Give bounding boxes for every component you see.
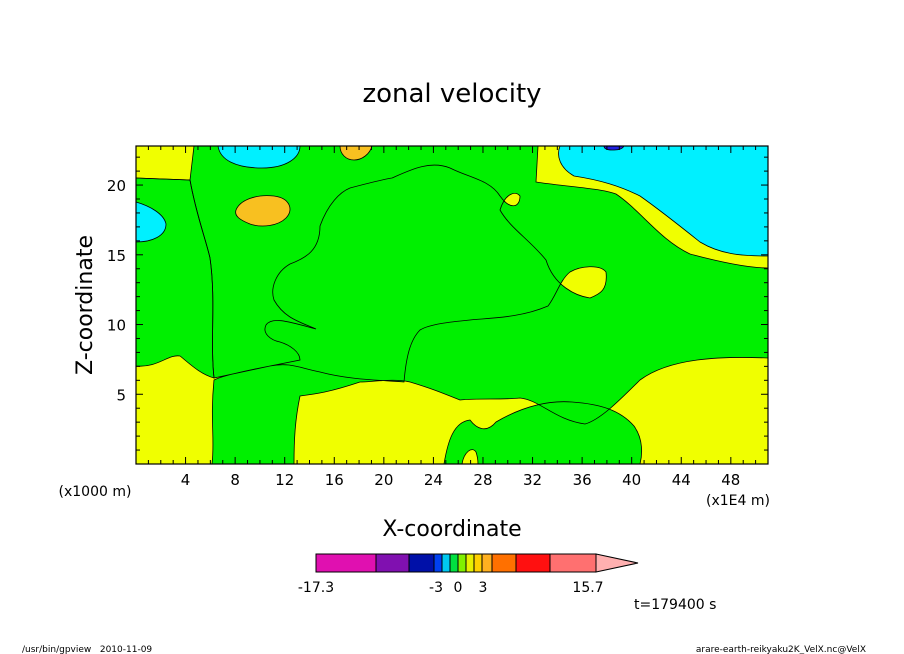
green-region-bottom [444, 401, 642, 464]
cyan-region-left [136, 202, 166, 242]
x-tick-label: 4 [181, 471, 191, 489]
yellow-bubble-bottom-outline [461, 449, 479, 465]
green-region-bottom-outline [443, 401, 643, 465]
x-scale-label: (x1E4 m) [706, 493, 770, 509]
colorbar-band [473, 553, 483, 573]
footer-left: /usr/bin/gpview 2010-11-09 [22, 645, 152, 654]
orange-blob-left-outline [235, 195, 291, 227]
yellow-bubble-bottom [462, 449, 478, 464]
time-label: t=179400 s [634, 597, 716, 613]
x-axis-label: X-coordinate [382, 517, 521, 542]
colorbar-band [465, 553, 475, 573]
contour-regions [136, 146, 768, 464]
x-tick-label: 24 [424, 471, 443, 489]
colorbar-band [481, 553, 493, 573]
colorbar-band [549, 553, 597, 573]
blue-blob-top-outline [603, 145, 625, 151]
contour-field [135, 145, 769, 465]
cyan-region-top-outline [217, 145, 301, 169]
colorbar-band [375, 553, 410, 573]
colorbar-band [491, 553, 517, 573]
colorbar [315, 553, 639, 573]
x-tick-label: 16 [325, 471, 344, 489]
y-tick-label: 10 [107, 317, 126, 335]
colorbar-band [441, 553, 451, 573]
x-tick-label: 40 [622, 471, 641, 489]
colorbar-band [515, 553, 551, 573]
x-tick-label: 36 [573, 471, 592, 489]
y-tick-label: 5 [116, 386, 126, 404]
colorbar-band [457, 553, 467, 573]
x-tick-label: 32 [523, 471, 542, 489]
x-tick-label: 28 [473, 471, 492, 489]
cyan-region-top-right-outline [558, 145, 769, 257]
y-tick-label: 15 [107, 247, 126, 265]
colorbar-label-max: 15.7 [572, 580, 603, 596]
x-tick-label: 48 [721, 471, 740, 489]
contour-lines [135, 145, 769, 465]
colorbar-band [408, 553, 435, 573]
colorbar-label-min: -17.3 [298, 580, 334, 596]
x-tick-label: 20 [374, 471, 393, 489]
y-tick-label: 20 [107, 177, 126, 195]
orange-blob-left [235, 195, 290, 226]
chart-title: zonal velocity [362, 79, 541, 109]
green-region-left-column [136, 146, 768, 464]
x-tick-label: 44 [672, 471, 691, 489]
green-region-left-edge-outline [135, 177, 215, 379]
x-axis: 4 8 12 16 20 24 28 32 36 40 44 48 [147, 146, 769, 489]
cyan-region-left-outline [135, 201, 167, 243]
plot-frame [135, 145, 769, 465]
orange-blob-top-outline [339, 145, 373, 161]
y-scale-label: (x1000 m) [59, 484, 132, 500]
colorbar-band [433, 553, 443, 573]
cyan-region-top [218, 146, 300, 168]
colorbar-label-pos3: 3 [479, 580, 488, 596]
y-axis-label: Z-coordinate [73, 235, 98, 375]
colorbar-arrow [595, 553, 639, 573]
footer-right: arare-earth-reikyaku2K_VelX.nc@VelX [696, 645, 866, 654]
green-region-left-column-outline [135, 145, 769, 465]
x-tick-label: 8 [230, 471, 240, 489]
y-axis: 5 10 15 20 [107, 156, 768, 451]
cyan-region-top-right [558, 146, 768, 256]
colorbar-label-neg3: -3 [429, 580, 443, 596]
x-tick-label: 12 [275, 471, 294, 489]
colorbar-band [449, 553, 459, 573]
colorbar-label-zero: 0 [454, 580, 463, 596]
colorbar-band [315, 553, 377, 573]
